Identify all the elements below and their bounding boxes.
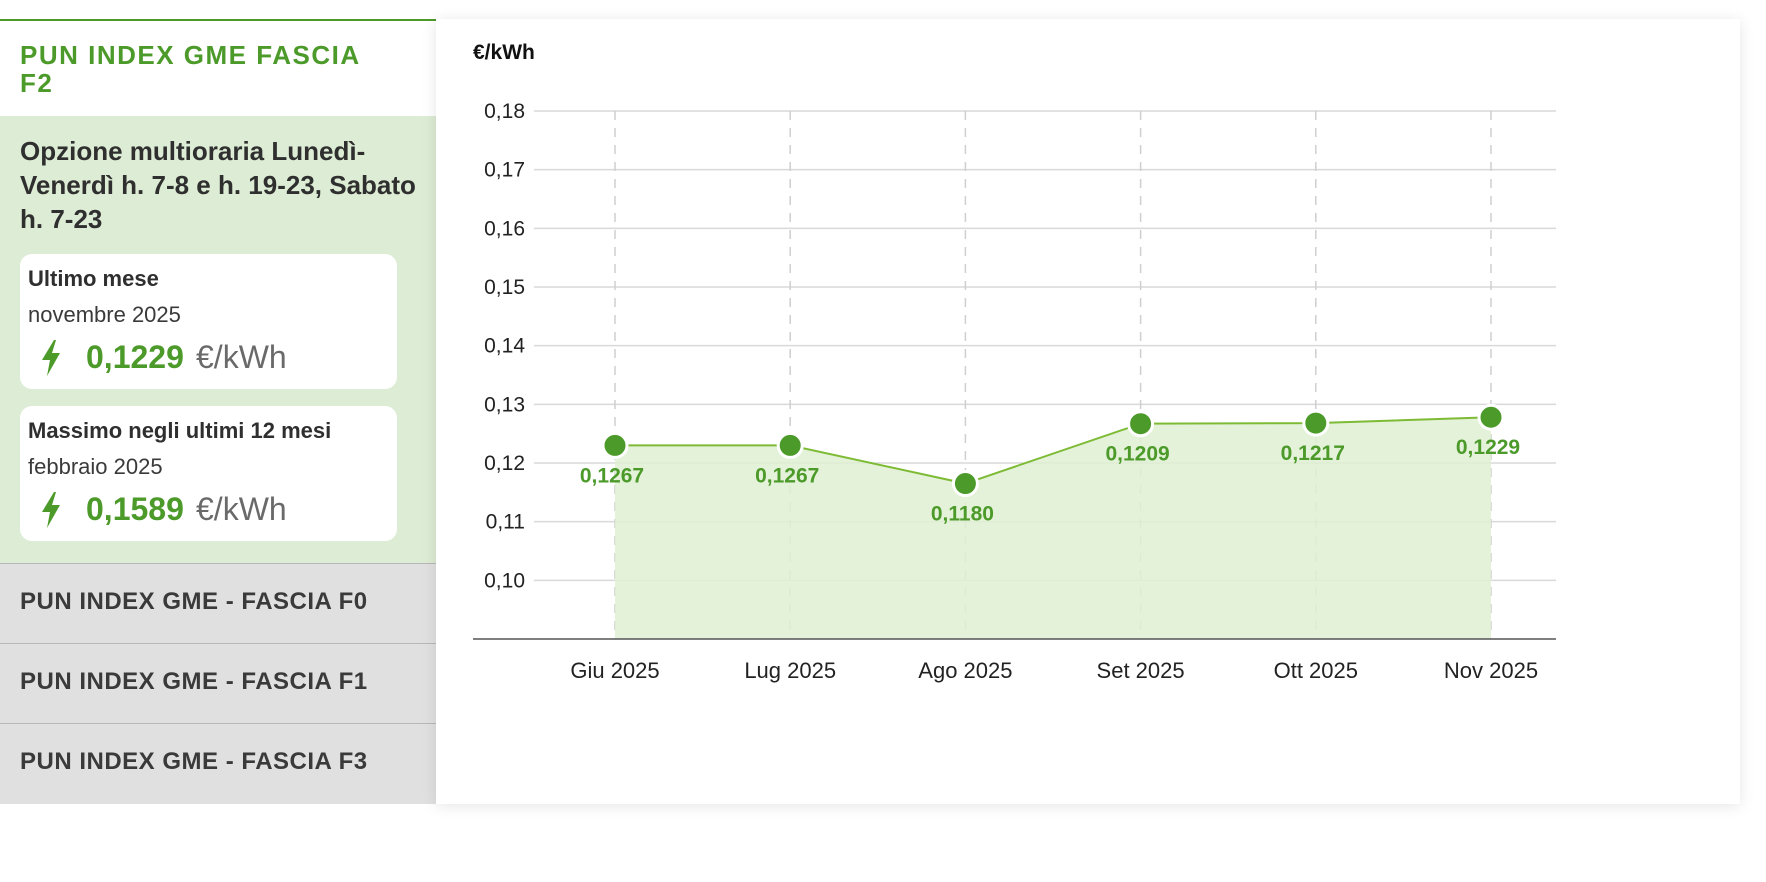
data-point	[601, 431, 629, 459]
card-period: febbraio 2025	[28, 454, 163, 479]
x-tick-label: Giu 2025	[570, 658, 659, 683]
tab-fascia-f3[interactable]: PUN INDEX GME - FASCIA F3	[0, 723, 436, 804]
y-tick-label: 0,10	[484, 569, 525, 592]
fascia-sidebar: PUN INDEX GME FASCIA F2 Opzione multiora…	[0, 0, 436, 804]
data-label: 0,1209	[1105, 443, 1169, 466]
chart-panel: €/kWh 0,10 0,11 0,12 0,13 0,14 0,15 0,16 0,17 0,1…	[436, 19, 1740, 804]
card-value: 0,1589	[86, 491, 184, 527]
data-point	[1127, 410, 1155, 438]
price-chart: €/kWh 0,10 0,11 0,12 0,13 0,14 0,15 0,16 0,17 0,1…	[473, 41, 1556, 683]
card-value: 0,1229	[86, 339, 184, 375]
last-month-card: Ultimo mese novembre 2025 0,1229 €/kWh	[20, 254, 397, 389]
series-area	[615, 417, 1491, 639]
card-unit: €/kWh	[196, 491, 287, 527]
y-tick-label: 0,13	[484, 393, 525, 416]
data-point	[1302, 409, 1330, 437]
y-axis-unit-label: €/kWh	[473, 41, 535, 64]
y-tick-label: 0,18	[484, 100, 525, 123]
data-point	[1477, 403, 1505, 431]
x-tick-label: Nov 2025	[1444, 658, 1538, 683]
fascia-description: Opzione multioraria Lunedì-Venerdì h. 7-…	[20, 136, 416, 234]
active-tab-header[interactable]: PUN INDEX GME FASCIA F2	[0, 19, 436, 116]
data-label: 0,1180	[931, 503, 994, 526]
tab-label: PUN INDEX GME - FASCIA F1	[20, 668, 368, 695]
data-point	[776, 431, 804, 459]
card-label: Massimo negli ultimi 12 mesi	[28, 418, 332, 443]
active-tab-title: PUN INDEX GME FASCIA F2	[20, 40, 360, 98]
card-label: Ultimo mese	[28, 266, 159, 291]
lightning-bolt-icon	[42, 340, 60, 376]
y-tick-label: 0,12	[484, 452, 525, 475]
data-point	[951, 470, 979, 498]
active-tab-panel: Opzione multioraria Lunedì-Venerdì h. 7-…	[0, 116, 436, 564]
series-line	[615, 416, 1492, 485]
data-label: 0,1267	[580, 464, 644, 487]
y-tick-label: 0,16	[484, 217, 525, 240]
data-label: 0,1267	[755, 464, 819, 487]
x-tick-label: Ago 2025	[918, 658, 1012, 683]
tab-fascia-f1[interactable]: PUN INDEX GME - FASCIA F1	[0, 643, 436, 723]
y-tick-label: 0,11	[486, 511, 525, 534]
y-tick-label: 0,14	[484, 335, 525, 358]
max-12-months-card: Massimo negli ultimi 12 mesi febbraio 20…	[20, 406, 397, 541]
y-tick-label: 0,17	[484, 159, 525, 182]
card-period: novembre 2025	[28, 302, 181, 327]
x-tick-label: Lug 2025	[744, 658, 836, 683]
data-label: 0,1217	[1281, 442, 1345, 465]
card-unit: €/kWh	[196, 339, 287, 375]
tab-label: PUN INDEX GME - FASCIA F0	[20, 588, 368, 615]
data-label: 0,1229	[1456, 436, 1520, 459]
x-tick-label: Ott 2025	[1274, 658, 1358, 683]
tab-label: PUN INDEX GME - FASCIA F3	[20, 748, 368, 775]
tab-fascia-f0[interactable]: PUN INDEX GME - FASCIA F0	[0, 563, 436, 643]
y-tick-label: 0,15	[484, 276, 525, 299]
lightning-bolt-icon	[42, 492, 60, 528]
x-tick-label: Set 2025	[1097, 658, 1185, 683]
